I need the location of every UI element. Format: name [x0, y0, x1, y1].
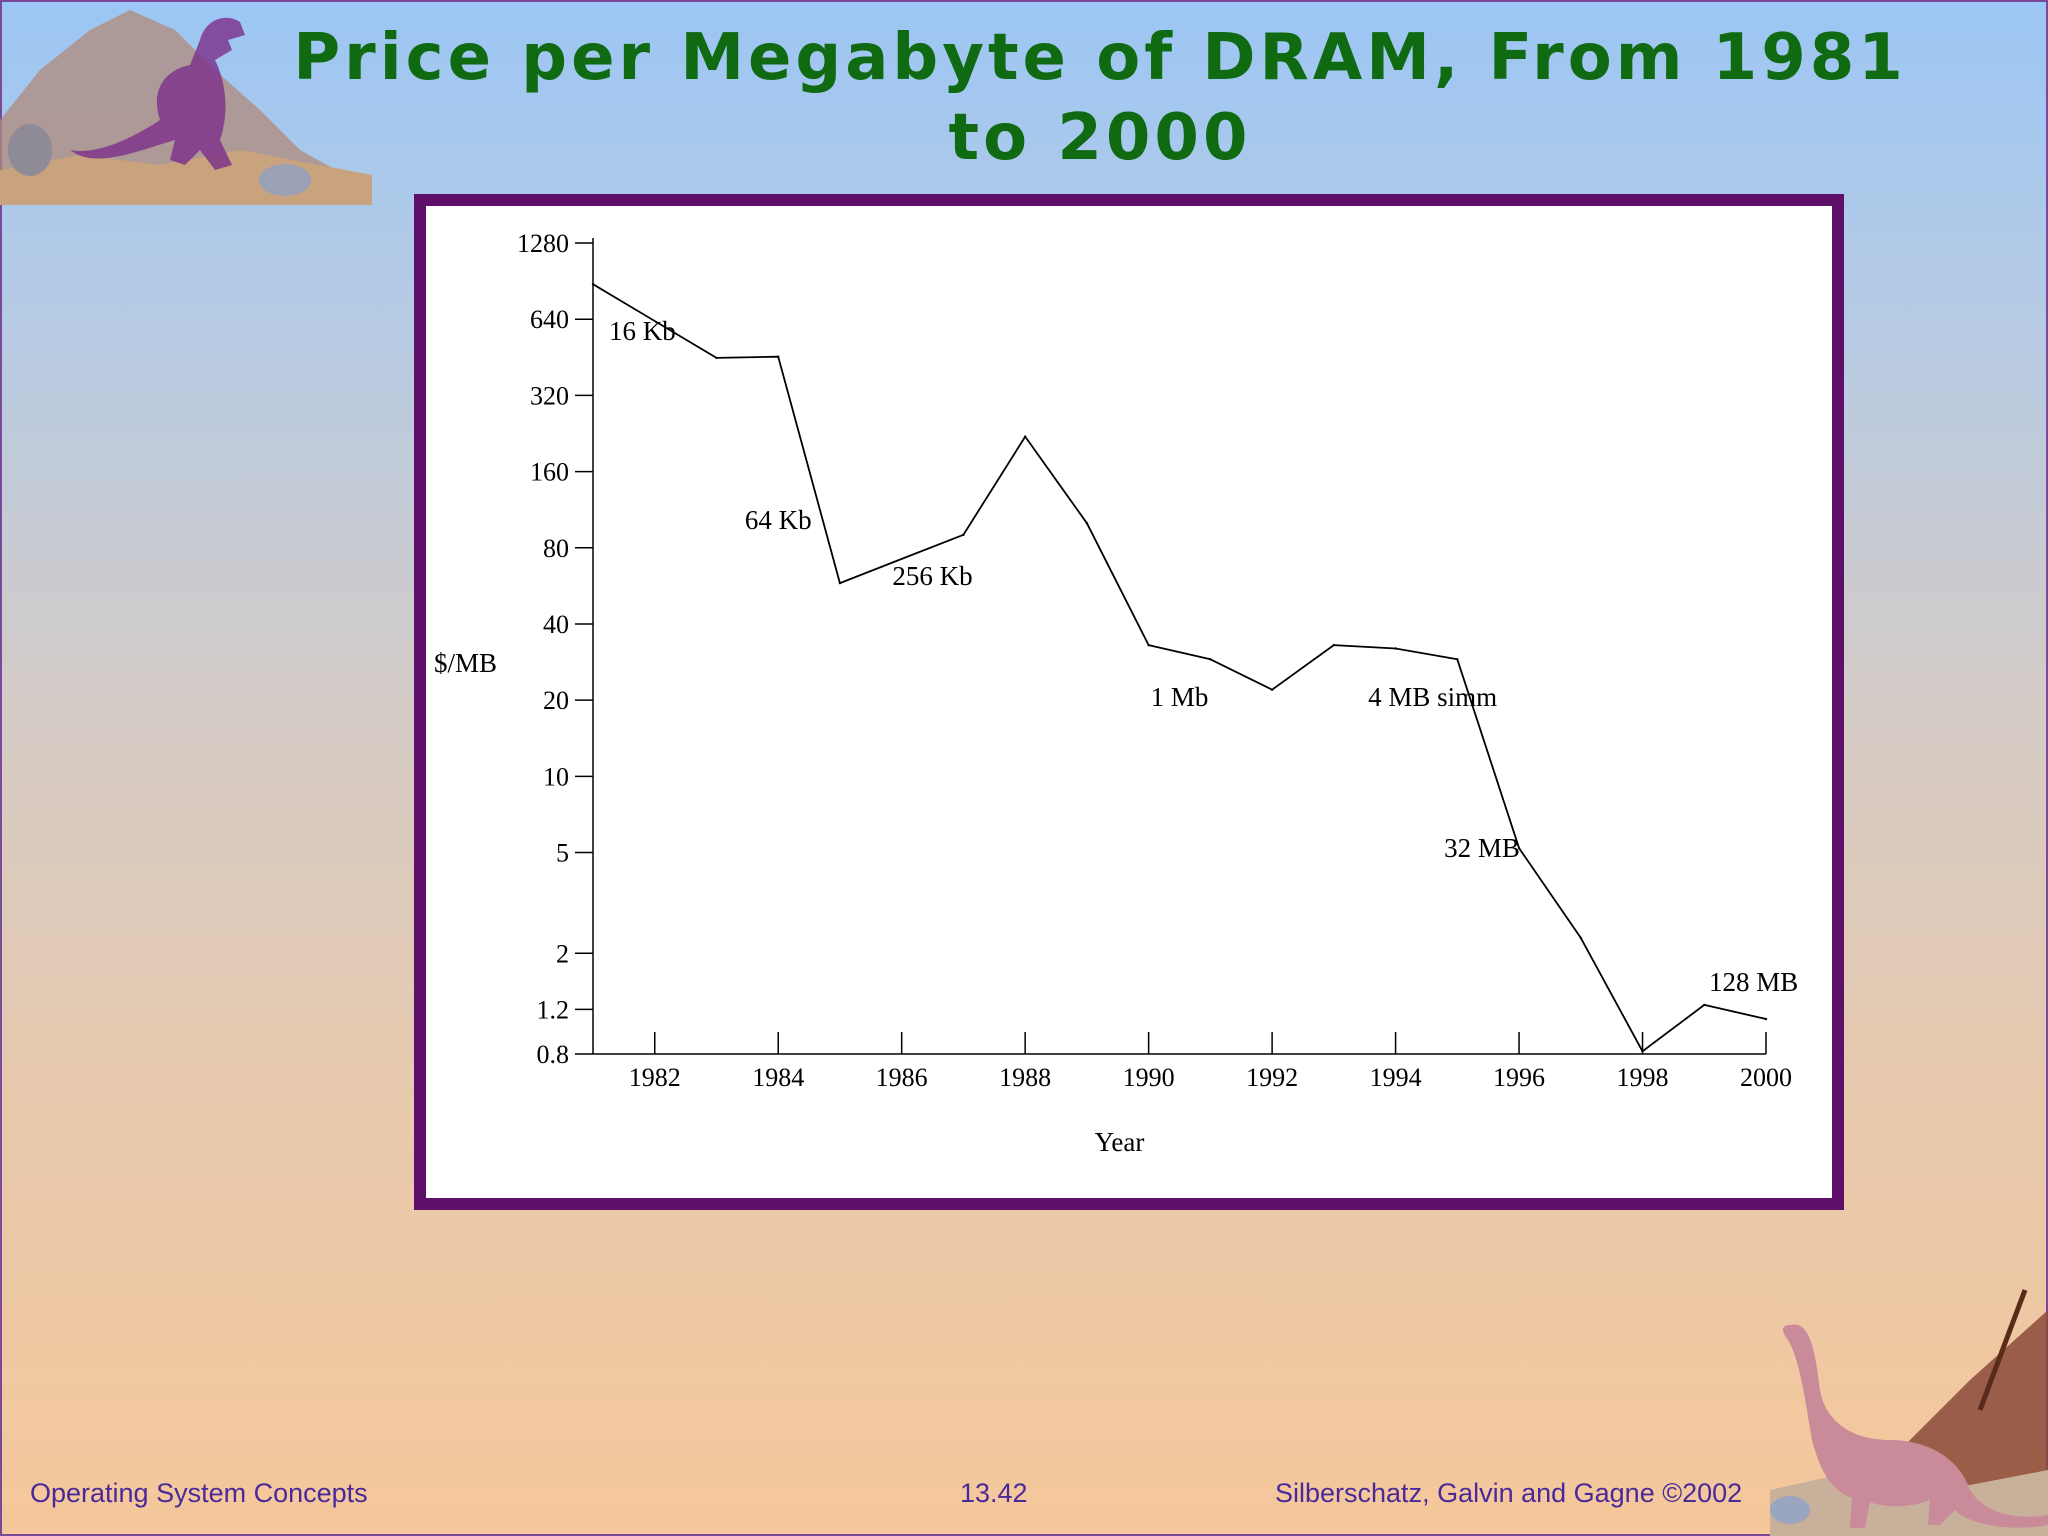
y-tick-label: 2 [556, 939, 569, 968]
brontosaurus-icon [1770, 1289, 2048, 1536]
chip-annotation: 256 Kb [892, 561, 972, 591]
y-axis-label: $/MB [434, 648, 497, 678]
y-tick-label: 1280 [517, 229, 569, 258]
slide-title: Price per Megabyte of DRAM, From 1981 to… [293, 21, 1907, 175]
data-point [1517, 847, 1521, 850]
footer-slide-number: 13.42 [960, 1478, 1028, 1508]
x-tick-label: 1982 [629, 1063, 681, 1092]
data-point [1147, 643, 1150, 647]
y-tick-label: 640 [530, 305, 569, 334]
y-tick-label: 20 [543, 686, 569, 715]
footer-authors: Silberschatz, Galvin and Gagne ©2002 [1275, 1478, 1743, 1508]
y-tick-label: 5 [556, 839, 569, 868]
y-tick-label: 1.2 [537, 995, 570, 1024]
data-point [1703, 1003, 1706, 1007]
data-point [591, 282, 595, 286]
x-tick-label: 1986 [876, 1063, 928, 1092]
data-point [838, 581, 842, 585]
chip-annotation: 1 Mb [1151, 682, 1209, 712]
x-tick-label: 1992 [1246, 1063, 1298, 1092]
data-point [715, 356, 718, 360]
data-point [1456, 658, 1459, 661]
data-point [1085, 522, 1089, 525]
x-tick-label: 1984 [752, 1063, 804, 1092]
y-tick-label: 80 [543, 534, 569, 563]
data-point [1023, 435, 1027, 438]
x-tick-label: 1988 [999, 1063, 1051, 1092]
y-tick-label: 40 [543, 610, 569, 639]
y-tick-label: 0.8 [537, 1040, 570, 1069]
x-tick-label: 2000 [1740, 1063, 1792, 1092]
chip-annotation: 4 MB simm [1368, 682, 1497, 712]
chart-area: 1280 640 320 160 80 40 20 10 5 2 1.2 0.8 1982 1984 198… [426, 206, 1832, 1198]
y-tick-label: 10 [543, 762, 569, 791]
chip-annotation: 128 MB [1709, 967, 1798, 997]
data-point [1209, 658, 1212, 661]
data-point [1764, 1017, 1768, 1021]
trex-icon [0, 10, 372, 205]
x-tick-label: 1994 [1370, 1063, 1422, 1092]
data-point [777, 355, 780, 358]
data-point [1394, 647, 1397, 650]
y-tick-label: 160 [530, 458, 569, 487]
data-point [1579, 936, 1582, 940]
chip-annotation: 64 Kb [745, 505, 812, 535]
x-tick-label: 1998 [1617, 1063, 1669, 1092]
data-point [1270, 688, 1274, 691]
data-point [1332, 643, 1336, 647]
footer-book-title: Operating System Concepts [30, 1478, 368, 1508]
chip-annotation: 16 Kb [609, 316, 676, 346]
data-point [1641, 1050, 1644, 1053]
data-point [962, 533, 965, 537]
dram-price-chart: 1280 640 320 160 80 40 20 10 5 2 1.2 0.8 1982 1984 198… [434, 229, 1798, 1157]
x-tick-label: 1990 [1123, 1063, 1175, 1092]
x-axis-label: Year [1095, 1127, 1145, 1157]
chip-annotation: 32 MB [1444, 833, 1520, 863]
chart-frame: 1280 640 320 160 80 40 20 10 5 2 1.2 0.8 1982 1984 198… [414, 194, 1844, 1210]
y-tick-label: 320 [530, 381, 569, 410]
x-tick-label: 1996 [1493, 1063, 1545, 1092]
series-line [592, 283, 1767, 1053]
